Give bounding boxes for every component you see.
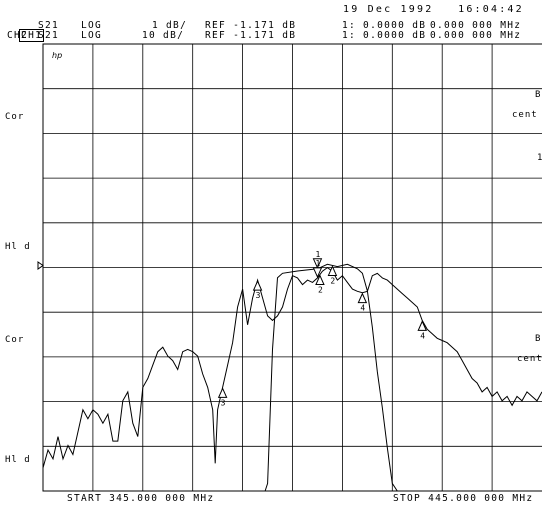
plot-grid <box>42 43 542 492</box>
ch2-param: S21 <box>38 30 60 41</box>
ch1-marker-freq: 0.000 000 MHz <box>430 20 522 31</box>
marker-triangle-icon <box>315 274 325 286</box>
right-label-cent2: cent <box>517 354 542 364</box>
ch1-param: S21 <box>38 20 60 31</box>
marker-3-ch2: 3 <box>252 279 263 300</box>
marker-label: 2 <box>318 286 323 295</box>
marker-triangle-icon <box>312 267 323 279</box>
date-text: 19 Dec 1992 <box>343 4 434 15</box>
stop-frequency: STOP 445.000 000 MHz <box>393 493 534 504</box>
start-frequency: START 345.000 000 MHz <box>67 493 215 504</box>
ch2-indicator[interactable]: CH2 <box>7 30 29 41</box>
plot-traces <box>42 263 542 492</box>
marker-label: 3 <box>221 398 226 407</box>
trace-ch2 <box>42 266 542 469</box>
right-label-one: 1 <box>537 153 542 163</box>
marker-triangle-icon <box>327 265 338 276</box>
reference-arrow-icon <box>37 261 44 270</box>
ch2-format: LOG <box>81 30 103 41</box>
hld-label-bottom: Hl d <box>5 455 31 465</box>
marker-3-ch2: 3 <box>217 387 228 407</box>
marker-triangle-icon <box>357 292 368 304</box>
cor-label-top: Cor <box>5 112 25 122</box>
marker-2-ch2: 2 <box>315 274 325 295</box>
right-label-cent1: cent <box>512 110 538 120</box>
marker-label: 1 <box>315 259 320 268</box>
marker-label: 4 <box>420 331 425 340</box>
ch1-ref: REF -1.171 dB <box>205 20 297 31</box>
marker-triangle-icon <box>417 320 428 331</box>
ch2-marker-freq: 0.000 000 MHz <box>430 30 522 41</box>
ch2-marker-value: 1: 0.0000 dB <box>342 30 427 41</box>
marker-triangle-icon <box>217 387 228 398</box>
marker-4-ch2: 4 <box>417 320 428 340</box>
marker-triangle-icon <box>312 258 323 270</box>
ch2-ref: REF -1.171 dB <box>205 30 297 41</box>
ch1-marker-value: 1: 0.0000 dB <box>342 20 427 31</box>
plot-markers: 1 2 1 2 3 3 4 4 <box>217 250 428 407</box>
cor-label-bottom: Cor <box>5 335 25 345</box>
time-text: 16:04:42 <box>458 4 524 15</box>
ch1-format: LOG <box>81 20 103 31</box>
marker-4-ch2: 4 <box>357 292 368 313</box>
marker-triangle-icon <box>252 279 263 291</box>
marker-label: 1 <box>315 250 320 259</box>
hp-logo: hp <box>52 51 62 60</box>
date-readout: 19 Dec 1992 16:04:42 <box>343 5 524 15</box>
marker-label: 4 <box>360 304 365 313</box>
hld-label-top: Hl d <box>5 242 31 252</box>
right-label-b2: B <box>535 334 542 344</box>
ch1-scale: 1 dB/ <box>152 20 188 31</box>
channel-1-row: CH1 <box>5 21 45 42</box>
marker-label: 3 <box>256 291 261 300</box>
marker-1-ch2: 1 <box>312 259 323 279</box>
marker-1-ch1: 1 <box>312 250 323 270</box>
right-label-b1: B <box>535 90 542 100</box>
ch2-scale: 10 dB/ <box>142 30 185 41</box>
marker-label: 2 <box>330 276 335 285</box>
ch1-indicator[interactable]: CH1 <box>19 29 45 42</box>
marker-2-ch1: 2 <box>327 265 338 285</box>
